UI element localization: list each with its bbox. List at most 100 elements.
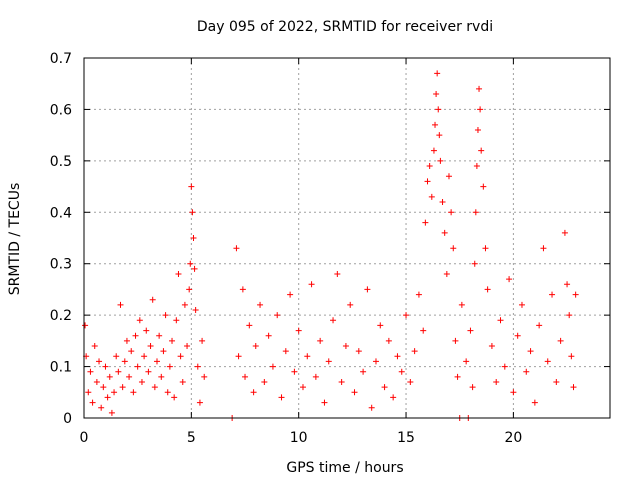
data-point bbox=[557, 337, 564, 344]
data-point bbox=[450, 245, 457, 252]
data-point bbox=[123, 337, 130, 344]
data-point bbox=[143, 327, 150, 334]
data-point bbox=[257, 301, 264, 308]
data-point bbox=[147, 343, 154, 349]
data-point bbox=[478, 147, 485, 154]
data-point bbox=[104, 394, 111, 401]
data-point bbox=[242, 373, 249, 380]
data-point bbox=[93, 379, 100, 385]
data-point bbox=[89, 399, 96, 406]
y-tick-label: 0.1 bbox=[50, 360, 72, 376]
data-point bbox=[480, 183, 487, 190]
data-point bbox=[454, 373, 461, 380]
data-point bbox=[452, 337, 459, 344]
data-point bbox=[540, 245, 547, 252]
data-point bbox=[239, 286, 246, 293]
data-point bbox=[287, 291, 294, 298]
data-point bbox=[312, 373, 319, 380]
data-point bbox=[488, 343, 495, 349]
data-point bbox=[381, 384, 388, 391]
plot-frame bbox=[83, 57, 611, 419]
data-point bbox=[308, 281, 315, 288]
data-point bbox=[441, 229, 448, 236]
data-point bbox=[566, 312, 573, 319]
data-point bbox=[82, 322, 89, 329]
y-tick-label: 0 bbox=[63, 411, 72, 427]
data-point bbox=[250, 389, 257, 396]
data-point bbox=[484, 286, 491, 293]
ticks: 0 0.1 0.2 0.3 0.4 0.5 0.6 0.7 0 5 10 15 20 bbox=[50, 51, 610, 446]
data-point bbox=[463, 358, 470, 365]
data-points bbox=[82, 70, 579, 421]
data-point bbox=[85, 389, 92, 396]
data-point bbox=[437, 157, 444, 164]
data-point bbox=[179, 379, 186, 385]
data-point bbox=[115, 368, 122, 375]
data-point bbox=[194, 363, 201, 370]
grid bbox=[84, 58, 610, 418]
data-point bbox=[145, 368, 152, 375]
data-point bbox=[514, 332, 521, 339]
data-point bbox=[91, 343, 98, 349]
data-point bbox=[106, 373, 113, 380]
data-point bbox=[196, 399, 203, 406]
data-point bbox=[572, 291, 579, 298]
data-point bbox=[269, 363, 276, 370]
data-point bbox=[192, 307, 199, 313]
data-point bbox=[188, 183, 195, 190]
data-point bbox=[523, 368, 530, 375]
data-point bbox=[467, 327, 474, 334]
data-point bbox=[121, 358, 128, 365]
data-point bbox=[282, 348, 289, 355]
data-point bbox=[175, 271, 182, 277]
data-point bbox=[561, 229, 568, 236]
data-point bbox=[166, 363, 173, 370]
data-point bbox=[317, 337, 324, 344]
data-point bbox=[187, 260, 194, 267]
y-tick-label: 0.2 bbox=[50, 308, 72, 324]
data-point bbox=[433, 91, 440, 97]
data-point bbox=[426, 163, 433, 169]
data-point bbox=[510, 389, 517, 396]
data-point bbox=[141, 353, 148, 360]
data-point bbox=[432, 121, 439, 128]
data-point bbox=[153, 358, 160, 365]
data-point bbox=[330, 317, 337, 324]
data-point bbox=[398, 368, 405, 375]
data-point bbox=[156, 332, 163, 339]
data-point bbox=[448, 209, 455, 216]
data-point bbox=[435, 106, 442, 113]
data-point bbox=[493, 379, 500, 385]
data-point bbox=[439, 199, 446, 205]
data-point bbox=[445, 173, 452, 180]
data-point bbox=[351, 389, 358, 396]
data-point bbox=[136, 317, 143, 324]
data-point bbox=[368, 404, 375, 411]
data-point bbox=[430, 147, 437, 154]
data-point bbox=[469, 384, 476, 391]
y-tick-label: 0.4 bbox=[50, 205, 72, 221]
data-point bbox=[385, 337, 392, 344]
data-point bbox=[191, 265, 198, 272]
data-point bbox=[134, 363, 141, 370]
data-point bbox=[458, 301, 465, 308]
data-point bbox=[428, 193, 435, 200]
data-point bbox=[261, 379, 268, 385]
data-point bbox=[471, 260, 478, 267]
data-point bbox=[415, 291, 422, 298]
data-point bbox=[420, 327, 427, 334]
data-point bbox=[482, 245, 489, 252]
data-point bbox=[564, 281, 571, 288]
data-point bbox=[100, 384, 107, 391]
data-point bbox=[128, 348, 135, 355]
data-point bbox=[126, 373, 133, 380]
data-point bbox=[518, 301, 525, 308]
data-point bbox=[181, 301, 188, 308]
data-point bbox=[98, 404, 105, 411]
data-point bbox=[274, 312, 281, 319]
data-point bbox=[233, 245, 240, 252]
data-point bbox=[173, 317, 180, 324]
data-point bbox=[291, 368, 298, 375]
data-point bbox=[151, 384, 158, 391]
